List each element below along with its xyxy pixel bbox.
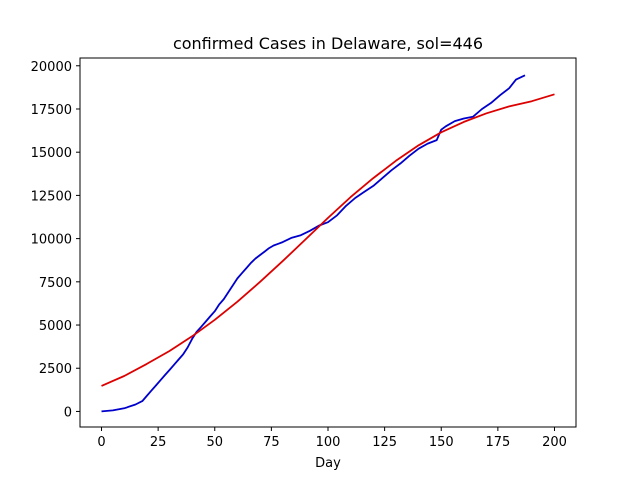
y-tick-label: 17500 [31,103,72,118]
y-tick-label: 10000 [31,233,72,248]
x-tick-label: 150 [429,435,454,450]
x-axis-label: Day [315,456,341,471]
y-tick-label: 0 [64,405,72,420]
y-tick-label: 5000 [39,319,72,334]
y-tick-label: 15000 [31,146,72,161]
x-axis: 0 25 50 75 100 125 150 175 200 [97,427,567,450]
series-layer [101,74,555,413]
y-axis: 0 2500 5000 7500 10000 12500 15000 17500 20000 [31,60,80,420]
x-tick-label: 25 [150,435,167,450]
x-tick-label: 0 [97,435,105,450]
x-tick-label: 75 [263,435,280,450]
series-line-2 [101,93,555,387]
y-tick-label: 12500 [31,189,72,204]
x-tick-label: 50 [206,435,223,450]
series-line-1 [101,74,526,413]
y-tick-label: 2500 [39,362,72,377]
y-tick-label: 7500 [39,276,72,291]
x-tick-label: 100 [316,435,341,450]
x-tick-label: 200 [542,435,567,450]
chart-title: confirmed Cases in Delaware, sol=446 [173,34,483,53]
x-tick-label: 175 [485,435,510,450]
y-tick-label: 20000 [31,60,72,75]
x-tick-label: 125 [372,435,397,450]
